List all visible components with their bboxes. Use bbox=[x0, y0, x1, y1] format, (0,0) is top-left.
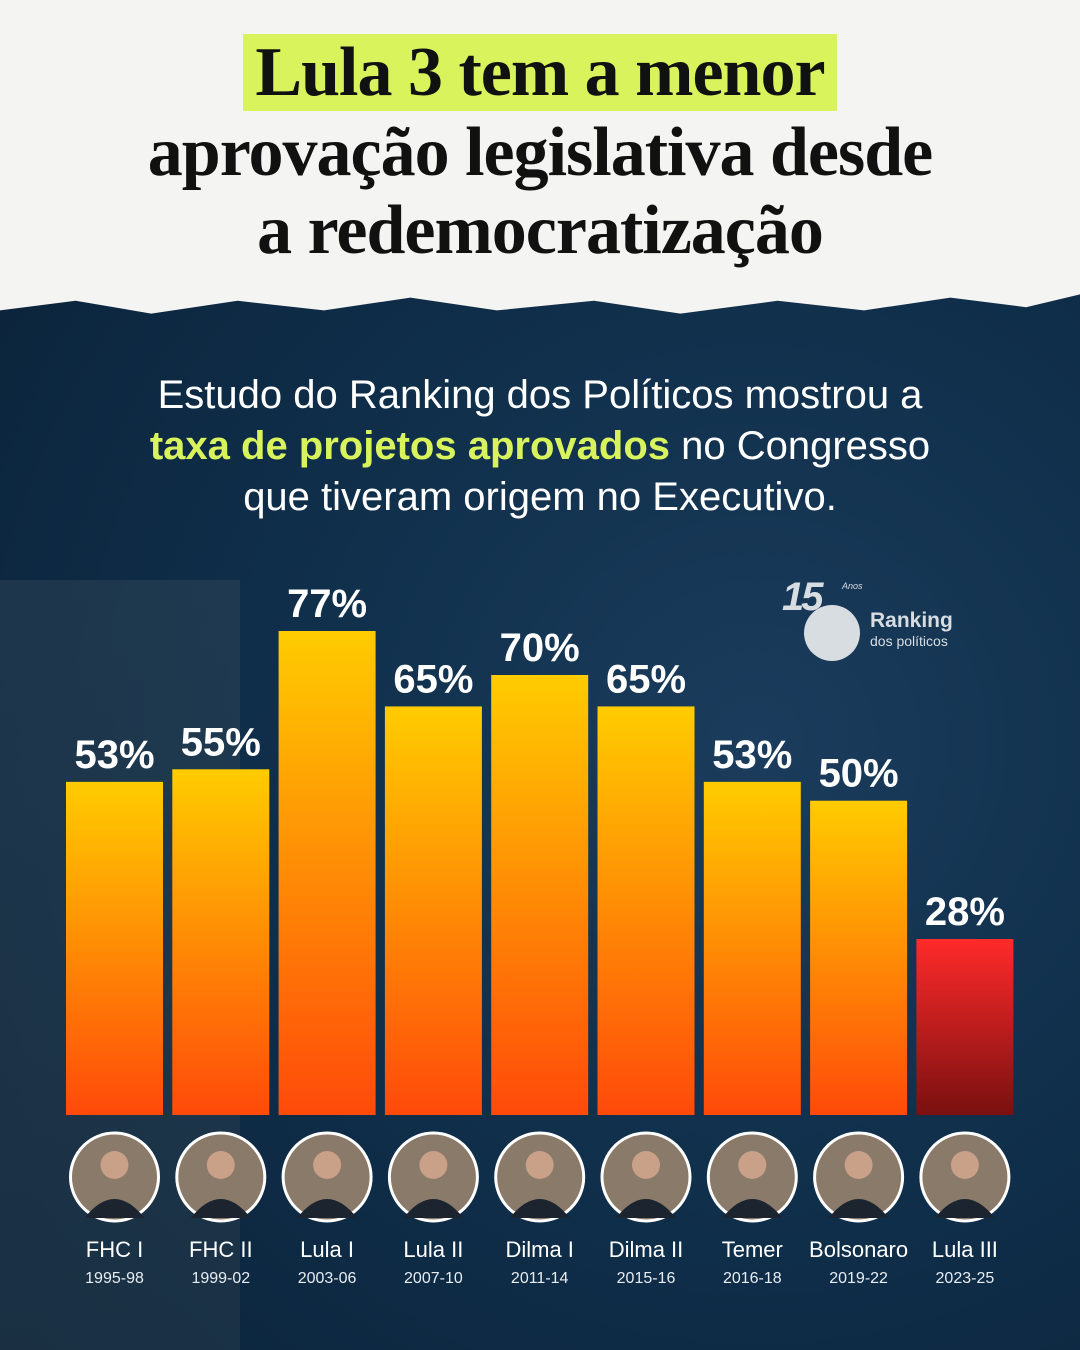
bar bbox=[703, 781, 801, 1115]
bar bbox=[384, 706, 482, 1115]
period-label: 2011-14 bbox=[511, 1270, 569, 1287]
data-label: 50% bbox=[819, 752, 899, 796]
subtitle-text: no Congresso bbox=[670, 424, 931, 468]
category-label: Temer bbox=[722, 1237, 783, 1262]
suit-icon bbox=[84, 1199, 145, 1218]
suit-icon bbox=[616, 1199, 676, 1218]
face-icon bbox=[313, 1151, 342, 1179]
data-label: 53% bbox=[74, 733, 154, 777]
data-label: 65% bbox=[393, 657, 473, 701]
bar bbox=[172, 769, 270, 1115]
subtitle-highlight: taxa de projetos aprovados bbox=[149, 424, 670, 468]
column-chart-icon bbox=[804, 605, 860, 661]
data-label: 65% bbox=[606, 657, 686, 701]
face-icon bbox=[950, 1151, 979, 1179]
category-label: Dilma II bbox=[609, 1237, 684, 1262]
bar bbox=[810, 800, 908, 1115]
face-icon bbox=[100, 1151, 129, 1179]
data-label: 55% bbox=[181, 720, 261, 764]
period-label: 1995-98 bbox=[85, 1270, 144, 1287]
category-label: FHC I bbox=[86, 1237, 143, 1262]
subtitle: Estudo do Ranking dos Políticos mostrou … bbox=[0, 370, 1080, 523]
category-label: Lula II bbox=[403, 1237, 463, 1262]
data-label: 77% bbox=[287, 582, 367, 626]
title-line-2: aprovação legislativa desde bbox=[147, 114, 933, 191]
category-label: Lula I bbox=[300, 1237, 354, 1262]
bar bbox=[66, 781, 163, 1115]
period-label: 2019-22 bbox=[829, 1270, 888, 1287]
face-icon bbox=[844, 1151, 873, 1179]
title-line-3: a redemocratização bbox=[257, 192, 824, 269]
period-label: 2003-06 bbox=[298, 1270, 357, 1287]
subtitle-line-1: Estudo do Ranking dos Políticos mostrou … bbox=[157, 373, 923, 417]
category-label: FHC II bbox=[189, 1237, 253, 1262]
logo-tagline: dos políticos bbox=[870, 633, 948, 649]
face-icon bbox=[525, 1151, 554, 1179]
face-icon bbox=[738, 1151, 767, 1179]
ranking-logo: 15 Anos Ranking dos políticos bbox=[782, 575, 982, 670]
title-highlight: Lula 3 tem a menor bbox=[243, 34, 837, 111]
suit-icon bbox=[828, 1199, 889, 1218]
category-label: Bolsonaro bbox=[809, 1237, 908, 1262]
period-label: 1999-02 bbox=[191, 1270, 250, 1287]
bar bbox=[491, 675, 589, 1115]
logo-anos: Anos bbox=[842, 581, 863, 591]
bar bbox=[597, 706, 695, 1115]
suit-icon bbox=[297, 1199, 358, 1218]
bar bbox=[916, 939, 1014, 1115]
face-icon bbox=[206, 1151, 235, 1179]
title-line-1: Lula 3 tem a menor bbox=[0, 34, 1080, 112]
period-label: 2015-16 bbox=[617, 1270, 676, 1287]
face-icon bbox=[632, 1151, 660, 1179]
period-label: 2023-25 bbox=[936, 1270, 995, 1287]
bar bbox=[278, 631, 376, 1115]
subtitle-line-3: que tiveram origem no Executivo. bbox=[243, 475, 837, 519]
face-icon bbox=[419, 1151, 448, 1179]
category-label: Lula III bbox=[932, 1237, 998, 1262]
period-label: 2007-10 bbox=[404, 1270, 463, 1287]
suit-icon bbox=[934, 1199, 995, 1218]
period-label: 2016-18 bbox=[723, 1270, 782, 1287]
category-label: Dilma I bbox=[505, 1237, 573, 1262]
suit-icon bbox=[509, 1199, 570, 1218]
subtitle-line-2: taxa de projetos aprovados no Congresso bbox=[0, 421, 1080, 472]
suit-icon bbox=[722, 1199, 783, 1218]
data-label: 28% bbox=[925, 890, 1005, 934]
data-label: 70% bbox=[500, 626, 580, 670]
suit-icon bbox=[190, 1199, 251, 1218]
logo-name: Ranking bbox=[870, 609, 953, 632]
suit-icon bbox=[403, 1199, 464, 1218]
data-label: 53% bbox=[712, 733, 792, 777]
